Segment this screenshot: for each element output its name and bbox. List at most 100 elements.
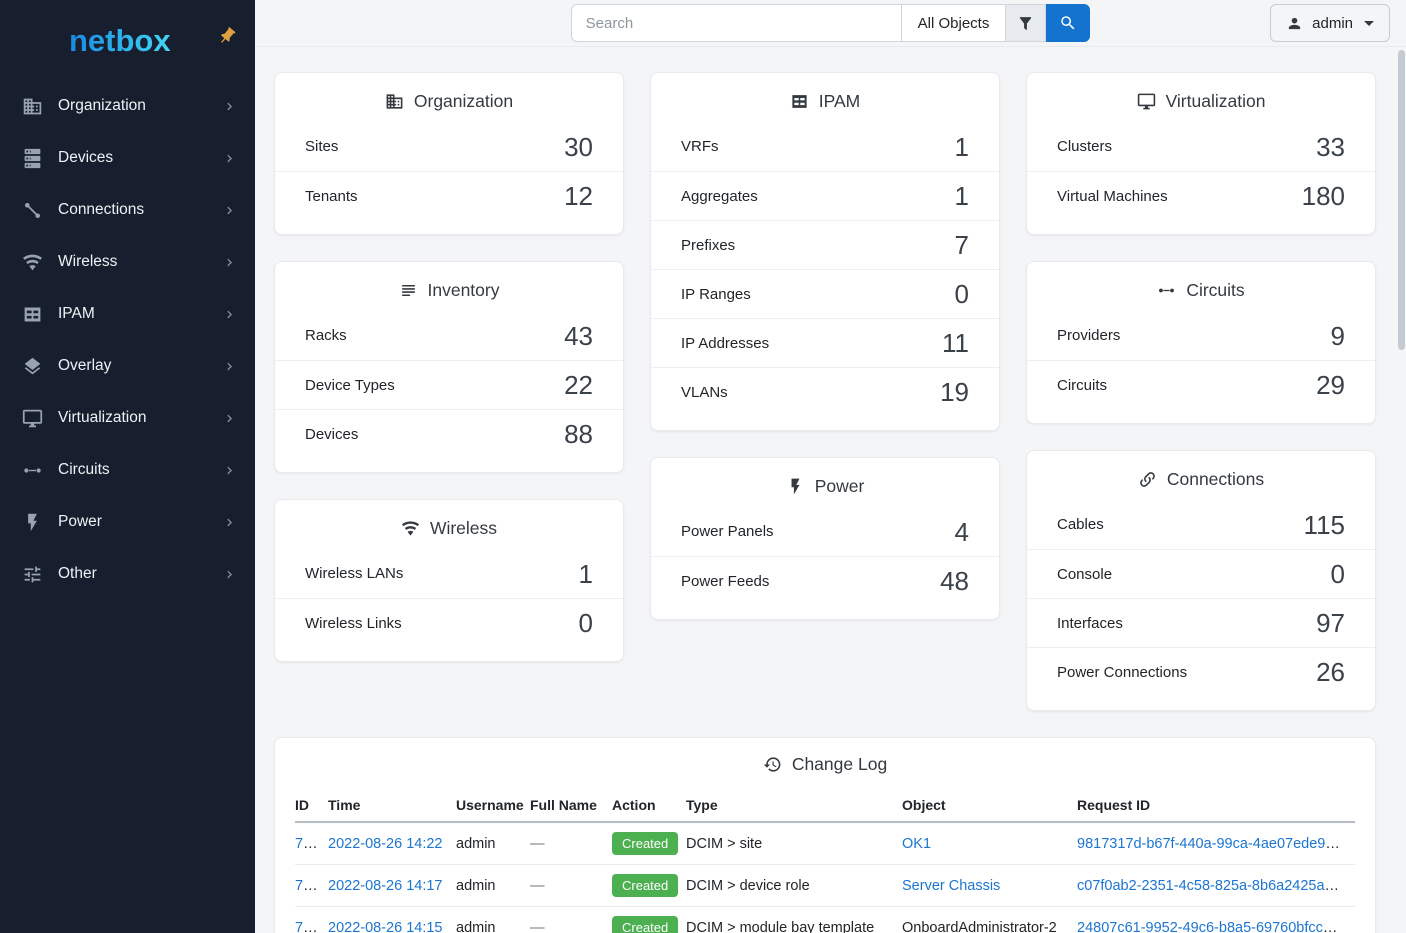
sidebar-item-connections[interactable]: Connections [0, 184, 255, 236]
chevron-right-icon [222, 151, 237, 166]
search-button[interactable] [1046, 4, 1091, 42]
stat-value[interactable]: 26 [1316, 657, 1345, 687]
sidebar-item-wireless[interactable]: Wireless [0, 236, 255, 288]
sidebar-item-virtualization[interactable]: Virtualization [0, 392, 255, 444]
sidebar-item-label: Virtualization [58, 409, 147, 426]
pin-icon[interactable] [217, 26, 237, 46]
card-power: Power Power Panels 4 Power Feeds 48 [650, 457, 1000, 620]
stat-value[interactable]: 22 [564, 370, 593, 400]
stat-value[interactable]: 9 [1330, 320, 1345, 351]
stat-row-devices: Devices 88 [275, 409, 623, 458]
stat-value[interactable]: 1 [578, 558, 593, 589]
changelog-fullname: — [530, 822, 612, 865]
chevron-right-icon [222, 203, 237, 218]
stat-value[interactable]: 115 [1303, 509, 1345, 540]
stat-value[interactable]: 11 [942, 328, 969, 358]
monitor-icon [22, 408, 43, 429]
wifi-icon [22, 252, 43, 273]
stat-value[interactable]: 1 [954, 131, 969, 162]
sidebar-item-overlay[interactable]: Overlay [0, 340, 255, 392]
card-title: Connections [1166, 469, 1265, 489]
dashboard: Organization Sites 30 Tenants 12 Invento… [274, 72, 1376, 711]
building-icon [385, 92, 404, 111]
changelog-request-id-link[interactable]: c07f0ab2-2351-4c58-825a-8b6a2425a1ab [1077, 877, 1349, 894]
filter-button[interactable] [1006, 4, 1047, 42]
sidebar-item-circuits[interactable]: Circuits [0, 444, 255, 496]
account-icon [1286, 15, 1303, 32]
changelog-request-id-link[interactable]: 24807c61-9952-49c6-b8a5-69760bfcc4b3 [1077, 919, 1348, 933]
stat-row-interfaces: Interfaces 97 [1027, 598, 1375, 647]
chevron-right-icon [222, 255, 237, 270]
stat-row-ip-addresses: IP Addresses 11 [651, 318, 999, 367]
card-body: Cables 115 Console 0 Interfaces 97 Power… [1027, 500, 1375, 696]
user-menu-button[interactable]: admin [1270, 4, 1390, 42]
netbox-logo-icon [18, 19, 60, 61]
card-header: Circuits [1027, 262, 1375, 311]
stat-label: Interfaces [1057, 614, 1123, 632]
changelog-id-link[interactable]: 754 [295, 877, 320, 894]
brand-name: netbox [69, 22, 171, 58]
changelog-object-link[interactable]: Server Chassis [902, 877, 1001, 894]
stat-value[interactable]: 0 [578, 608, 593, 638]
stat-value[interactable]: 180 [1301, 181, 1345, 211]
stat-row-cables: Cables 115 [1027, 500, 1375, 549]
stat-label: VRFs [681, 138, 719, 155]
wifi-icon [401, 519, 420, 538]
search-input[interactable] [570, 4, 901, 42]
stat-value[interactable]: 48 [940, 566, 969, 596]
stat-value[interactable]: 30 [564, 131, 593, 162]
card-header: Inventory [275, 262, 623, 311]
transit-icon [1157, 281, 1176, 300]
sidebar-item-other[interactable]: Other [0, 548, 255, 600]
stat-row-device-types: Device Types 22 [275, 360, 623, 409]
sidebar-item-ipam[interactable]: IPAM [0, 288, 255, 340]
stat-value[interactable]: 7 [954, 230, 969, 260]
netbox-logo[interactable]: netbox [18, 19, 171, 61]
content: Organization Sites 30 Tenants 12 Invento… [255, 47, 1406, 933]
column-header-type: Type [686, 789, 902, 823]
stat-value[interactable]: 4 [954, 516, 969, 547]
changelog-body: 755 2022-08-26 14:22 admin — Created DCI… [295, 822, 1355, 933]
stat-label: Power Connections [1057, 663, 1188, 681]
card-body: Racks 43 Device Types 22 Devices 88 [275, 311, 623, 458]
scrollbar-thumb[interactable] [1398, 50, 1405, 350]
stat-value[interactable]: 29 [1316, 370, 1345, 400]
changelog-id-link[interactable]: 755 [295, 835, 320, 852]
chevron-right-icon [222, 99, 237, 114]
changelog-time-link[interactable]: 2022-08-26 14:22 [328, 835, 443, 852]
stat-value[interactable]: 0 [954, 279, 969, 309]
stat-value[interactable]: 43 [564, 320, 593, 351]
stat-value[interactable]: 1 [954, 181, 969, 211]
stat-value[interactable]: 97 [1316, 608, 1345, 638]
sidebar-item-devices[interactable]: Devices [0, 132, 255, 184]
changelog-request-id-link[interactable]: 9817317d-b67f-440a-99ca-4ae07ede94df [1077, 835, 1346, 852]
changelog-time-link[interactable]: 2022-08-26 14:17 [328, 877, 443, 894]
scrollbar[interactable] [1396, 0, 1406, 933]
sidebar-item-label: Overlay [58, 357, 112, 374]
column-header-time: Time [328, 789, 456, 823]
magnifier-icon [1059, 14, 1077, 32]
changelog-header-row: ID Time Username Full Name Action Type Object R… [295, 789, 1355, 823]
changelog-id-link[interactable]: 753 [295, 919, 320, 933]
card-organization: Organization Sites 30 Tenants 12 [274, 72, 624, 235]
changelog-fullname: — [530, 906, 612, 933]
object-type-select[interactable]: All Objects [900, 4, 1007, 42]
stat-value[interactable]: 12 [564, 181, 593, 211]
changelog-header: Change Log [295, 738, 1355, 785]
sidebar-item-label: Devices [58, 149, 114, 166]
stat-value[interactable]: 0 [1330, 559, 1345, 589]
stat-value[interactable]: 33 [1316, 131, 1345, 162]
changelog-object-link[interactable]: OK1 [902, 835, 932, 852]
stat-label: Tenants [305, 187, 358, 205]
stat-label: Devices [305, 425, 359, 443]
sidebar-item-power[interactable]: Power [0, 496, 255, 548]
stat-value[interactable]: 88 [564, 419, 593, 449]
tune-icon [22, 564, 43, 585]
stat-value[interactable]: 19 [940, 377, 969, 407]
changelog-time-link[interactable]: 2022-08-26 14:15 [328, 919, 443, 933]
sidebar-item-organization[interactable]: Organization [0, 80, 255, 132]
changelog-username: admin [456, 906, 530, 933]
sidebar-header: netbox [0, 0, 255, 80]
flash-icon [22, 512, 43, 533]
